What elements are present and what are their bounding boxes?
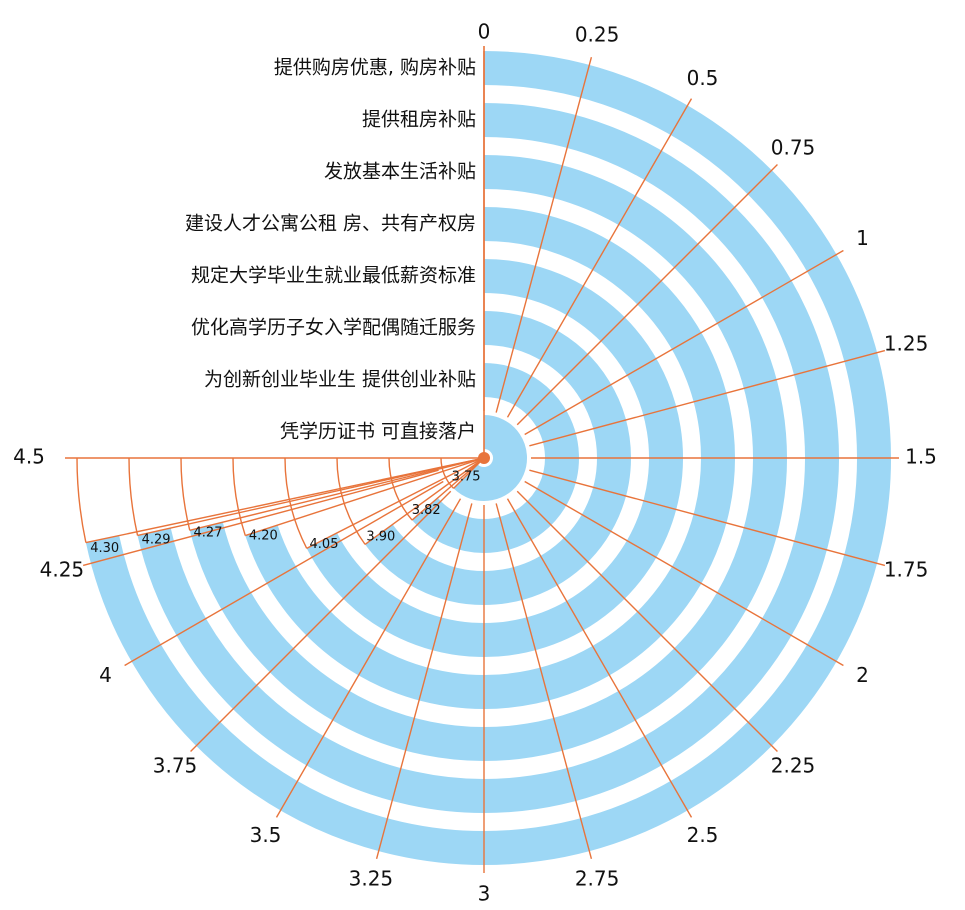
end-line-1 [137,457,485,537]
tick-label: 1 [856,226,869,250]
tick-label: 1.25 [884,331,929,355]
end-line-4 [306,457,485,549]
category-label-3: 建设人才公寓公租 房、共有产权房 [185,213,476,235]
tick-label: 3.5 [250,823,282,847]
grid-spoke-17 [82,469,439,567]
bar-5 [365,311,631,605]
end-line-0 [85,457,485,544]
bar-4 [306,259,683,657]
value-label-4: 4.05 [310,537,339,552]
value-label-2: 4.27 [194,526,223,541]
tick-label: 1.75 [884,558,929,582]
end-arc-0 [76,457,87,543]
bar-7 [453,415,527,501]
category-label-5: 优化高学历子女入学配偶随迁服务 [191,317,476,339]
value-label-1: 4.29 [142,533,171,548]
end-line-6 [411,457,485,521]
end-arc-1 [128,457,139,536]
category-label-7: 凭学历证书 可直接落户 [280,421,476,443]
tick-label: 2 [856,663,869,687]
end-line-5 [364,457,485,545]
tick-label: 2.75 [575,867,620,891]
value-label-0: 4.30 [90,541,119,556]
end-arc-3 [232,457,246,536]
tick-label: 0.75 [771,136,816,160]
grid-layer [82,51,899,873]
tick-label: 4.5 [13,445,45,469]
bar-2 [189,155,787,761]
grid-spoke-15 [190,490,452,752]
end-arc-4 [284,457,308,549]
grid-spoke-7 [529,469,886,567]
grid-spoke-16 [124,480,444,667]
category-label-0: 提供购房优惠, 购房补贴 [274,57,476,79]
end-arc-6 [388,457,413,521]
tick-label: 4.25 [40,558,85,582]
label-layer: 0 0.25 0.5 0.75 1 1.25 1.5 1.75 2 2.25 2.5 2.75 3 3.2… [13,20,937,906]
end-arc-7 [440,457,455,489]
tick-label: 0.25 [575,22,620,46]
value-label-5: 3.90 [366,530,395,545]
axis-layer [65,46,490,549]
category-label-4: 规定大学毕业生就业最低薪资标准 [191,265,476,287]
category-label-2: 发放基本生活补贴 [324,161,476,183]
grid-spoke-9 [516,490,778,752]
grid-spoke-5 [529,349,886,447]
tick-label: 0 [478,20,491,44]
tick-label: 2.25 [771,754,816,778]
bar-3 [245,207,735,709]
grid-spoke-11 [495,503,593,860]
grid-spoke-13 [375,503,473,860]
category-label-6: 为创新创业毕业生 提供创业补贴 [204,369,476,391]
grid-spoke-10 [506,498,693,818]
grid-spoke-14 [275,498,462,818]
grid-spoke-2 [506,98,693,418]
tick-label: 3 [478,882,491,906]
end-line-7 [453,457,485,489]
end-arc-2 [180,457,191,531]
bar-0 [85,51,891,865]
tick-label: 3.75 [153,754,198,778]
bars-layer [85,51,891,865]
tick-label: 0.5 [687,66,719,90]
tick-label: 2.5 [687,823,719,847]
end-line-2 [189,457,485,531]
end-line-3 [245,457,485,537]
center-dot [478,452,490,464]
value-label-7: 3.75 [452,469,481,484]
grid-spoke-8 [524,480,844,667]
grid-spoke-1 [495,56,593,413]
tick-label: 1.5 [905,445,937,469]
bar-1 [137,103,839,813]
grid-spoke-3 [516,164,778,426]
category-label-1: 提供租房补贴 [362,109,476,131]
value-label-6: 3.82 [412,503,441,518]
grid-spoke-4 [524,249,844,436]
tick-label: 3.25 [349,867,394,891]
value-label-3: 4.20 [249,528,278,543]
tick-label: 4 [99,663,112,687]
